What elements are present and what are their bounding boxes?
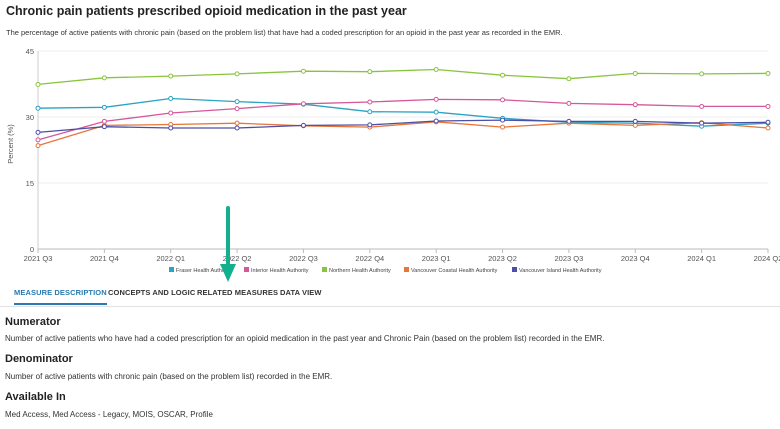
data-point-northern-health-authority[interactable] <box>433 66 439 72</box>
x-tick-label: 2022 Q2 <box>223 254 252 263</box>
available-in-heading: Available In <box>5 391 66 403</box>
tab-measure-description[interactable]: MEASURE DESCRIPTION <box>14 288 107 305</box>
line-chart: 0 15 30 45 2021 Q3 2021 Q4 2022 Q1 2022 Q2 2022 … <box>6 47 780 274</box>
data-point-interior-health-authority[interactable] <box>765 103 771 109</box>
legend-label-vancouver-island-health-authority[interactable]: Vancouver Island Health Authority <box>519 268 602 274</box>
data-point-fraser-health-authority[interactable] <box>433 109 439 115</box>
data-point-northern-health-authority[interactable] <box>566 76 572 82</box>
x-tick-label: 2022 Q4 <box>355 254 384 263</box>
data-point-northern-health-authority[interactable] <box>699 71 705 77</box>
data-point-fraser-health-authority[interactable] <box>35 105 41 111</box>
numerator-heading: Numerator <box>5 316 61 328</box>
data-point-northern-health-authority[interactable] <box>632 70 638 76</box>
x-tick-label: 2024 Q1 <box>687 254 716 263</box>
data-point-interior-health-authority[interactable] <box>168 110 174 116</box>
data-point-vancouver-coastal-health-authority[interactable] <box>35 143 41 149</box>
data-point-vancouver-island-health-authority[interactable] <box>632 118 638 124</box>
data-point-vancouver-island-health-authority[interactable] <box>101 124 107 130</box>
data-point-vancouver-island-health-authority[interactable] <box>566 118 572 124</box>
data-point-fraser-health-authority[interactable] <box>234 99 240 105</box>
x-tick-label: 2022 Q3 <box>289 254 318 263</box>
y-axis-label: Percent (%) <box>6 124 15 164</box>
x-tick-label: 2022 Q1 <box>156 254 185 263</box>
legend-swatch-northern-health-authority <box>322 267 327 272</box>
data-point-interior-health-authority[interactable] <box>101 118 107 124</box>
data-point-interior-health-authority[interactable] <box>234 106 240 112</box>
data-point-vancouver-island-health-authority[interactable] <box>765 119 771 125</box>
x-tick-label: 2021 Q4 <box>90 254 119 263</box>
x-tick-label: 2023 Q1 <box>422 254 451 263</box>
legend-label-northern-health-authority[interactable]: Northern Health Authority <box>329 268 391 274</box>
annotation-arrow-head <box>220 264 236 282</box>
data-point-northern-health-authority[interactable] <box>234 71 240 77</box>
data-point-vancouver-island-health-authority[interactable] <box>35 129 41 135</box>
x-tick-label: 2023 Q2 <box>488 254 517 263</box>
data-point-interior-health-authority[interactable] <box>35 137 41 143</box>
y-tick-label: 15 <box>26 179 34 188</box>
legend-swatch-fraser-health-authority <box>169 267 174 272</box>
series-line-northern-health-authority <box>37 68 769 86</box>
data-point-interior-health-authority[interactable] <box>500 97 506 103</box>
legend-swatch-vancouver-coastal-health-authority <box>404 267 409 272</box>
data-point-vancouver-island-health-authority[interactable] <box>168 125 174 131</box>
data-point-vancouver-coastal-health-authority[interactable] <box>632 122 638 128</box>
available-in-text: Med Access, Med Access - Legacy, MOIS, O… <box>5 410 213 419</box>
legend-label-fraser-health-authority[interactable]: Fraser Health Authority <box>176 268 232 274</box>
x-tick-label: 2021 Q3 <box>24 254 53 263</box>
tab-related-measures[interactable]: RELATED MEASURES <box>197 288 279 297</box>
numerator-text: Number of active patients who have had a… <box>5 334 605 343</box>
data-point-vancouver-coastal-health-authority[interactable] <box>500 124 506 130</box>
data-point-vancouver-island-health-authority[interactable] <box>699 120 705 126</box>
data-point-vancouver-island-health-authority[interactable] <box>367 122 373 128</box>
x-tick-label: 2023 Q4 <box>621 254 650 263</box>
denominator-heading: Denominator <box>5 353 73 365</box>
tab-bar: MEASURE DESCRIPTION CONCEPTS AND LOGIC R… <box>0 284 780 307</box>
legend-label-vancouver-coastal-health-authority[interactable]: Vancouver Coastal Health Authority <box>411 268 498 274</box>
page-title: Chronic pain patients prescribed opioid … <box>6 4 407 18</box>
data-point-northern-health-authority[interactable] <box>765 70 771 76</box>
data-point-interior-health-authority[interactable] <box>566 100 572 106</box>
data-point-interior-health-authority[interactable] <box>300 101 306 107</box>
data-point-northern-health-authority[interactable] <box>500 72 506 78</box>
data-point-northern-health-authority[interactable] <box>35 81 41 87</box>
legend-label-interior-health-authority[interactable]: Interior Health Authority <box>251 268 309 274</box>
data-point-northern-health-authority[interactable] <box>101 75 107 81</box>
series-line-vancouver-coastal-health-authority <box>37 121 769 147</box>
series-line-interior-health-authority <box>37 98 768 141</box>
data-point-vancouver-coastal-health-authority[interactable] <box>234 120 240 126</box>
tab-concepts-and-logic[interactable]: CONCEPTS AND LOGIC <box>108 288 196 297</box>
legend-swatch-vancouver-island-health-authority <box>512 267 517 272</box>
data-point-fraser-health-authority[interactable] <box>367 109 373 115</box>
data-point-interior-health-authority[interactable] <box>367 99 373 105</box>
data-point-vancouver-coastal-health-authority[interactable] <box>765 125 771 131</box>
data-point-fraser-health-authority[interactable] <box>101 104 107 110</box>
data-point-interior-health-authority[interactable] <box>699 103 705 109</box>
tab-data-view[interactable]: DATA VIEW <box>280 288 322 297</box>
data-point-interior-health-authority[interactable] <box>632 102 638 108</box>
data-point-northern-health-authority[interactable] <box>168 73 174 79</box>
series-line-fraser-health-authority <box>37 97 769 127</box>
data-point-interior-health-authority[interactable] <box>433 96 439 102</box>
data-point-northern-health-authority[interactable] <box>367 69 373 75</box>
data-point-vancouver-island-health-authority[interactable] <box>300 122 306 128</box>
page-subtitle: The percentage of active patients with c… <box>6 28 563 37</box>
denominator-text: Number of active patients with chronic p… <box>5 372 333 381</box>
y-tick-label: 45 <box>26 47 34 56</box>
y-tick-label: 0 <box>30 245 34 254</box>
data-point-fraser-health-authority[interactable] <box>168 96 174 102</box>
x-tick-label: 2024 Q2 <box>754 254 780 263</box>
x-tick-label: 2023 Q3 <box>555 254 584 263</box>
annotation-arrow <box>220 206 236 282</box>
data-point-vancouver-island-health-authority[interactable] <box>433 118 439 124</box>
data-point-northern-health-authority[interactable] <box>300 68 306 74</box>
data-point-vancouver-island-health-authority[interactable] <box>500 117 506 123</box>
data-point-vancouver-island-health-authority[interactable] <box>234 125 240 131</box>
y-tick-label: 30 <box>26 113 34 122</box>
series-line-vancouver-island-health-authority <box>37 119 769 134</box>
legend-swatch-interior-health-authority <box>244 267 249 272</box>
